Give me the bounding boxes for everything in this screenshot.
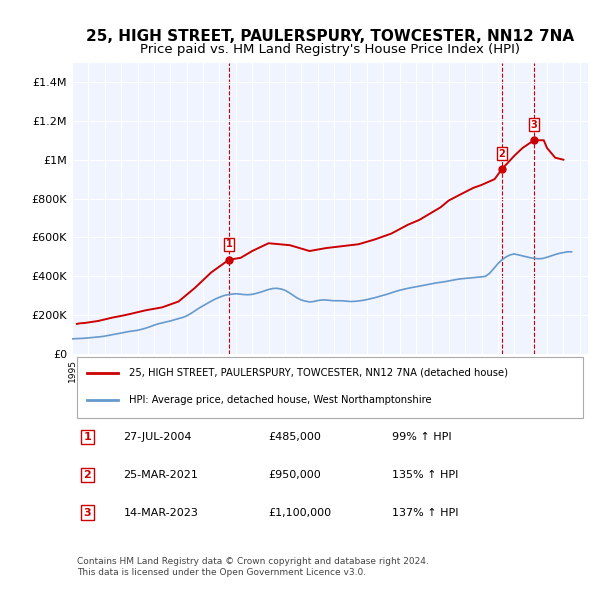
Text: £485,000: £485,000 bbox=[268, 432, 321, 442]
Text: HPI: Average price, detached house, West Northamptonshire: HPI: Average price, detached house, West… bbox=[129, 395, 431, 405]
Text: 2: 2 bbox=[83, 470, 91, 480]
Text: 25, HIGH STREET, PAULERSPURY, TOWCESTER, NN12 7NA: 25, HIGH STREET, PAULERSPURY, TOWCESTER,… bbox=[86, 29, 574, 44]
Text: 1: 1 bbox=[83, 432, 91, 442]
Text: 137% ↑ HPI: 137% ↑ HPI bbox=[392, 507, 458, 517]
Text: 99% ↑ HPI: 99% ↑ HPI bbox=[392, 432, 452, 442]
Text: Contains HM Land Registry data © Crown copyright and database right 2024.
This d: Contains HM Land Registry data © Crown c… bbox=[77, 557, 429, 576]
Text: 2: 2 bbox=[498, 149, 505, 159]
Text: Price paid vs. HM Land Registry's House Price Index (HPI): Price paid vs. HM Land Registry's House … bbox=[140, 43, 520, 56]
Text: £1,100,000: £1,100,000 bbox=[268, 507, 331, 517]
Text: £950,000: £950,000 bbox=[268, 470, 321, 480]
Text: 3: 3 bbox=[83, 507, 91, 517]
Text: 27-JUL-2004: 27-JUL-2004 bbox=[124, 432, 192, 442]
Text: 3: 3 bbox=[530, 120, 538, 130]
Text: 135% ↑ HPI: 135% ↑ HPI bbox=[392, 470, 458, 480]
FancyBboxPatch shape bbox=[77, 358, 583, 418]
Text: 25-MAR-2021: 25-MAR-2021 bbox=[124, 470, 199, 480]
Text: 25, HIGH STREET, PAULERSPURY, TOWCESTER, NN12 7NA (detached house): 25, HIGH STREET, PAULERSPURY, TOWCESTER,… bbox=[129, 368, 508, 378]
Text: 1: 1 bbox=[226, 239, 232, 249]
Text: 14-MAR-2023: 14-MAR-2023 bbox=[124, 507, 199, 517]
